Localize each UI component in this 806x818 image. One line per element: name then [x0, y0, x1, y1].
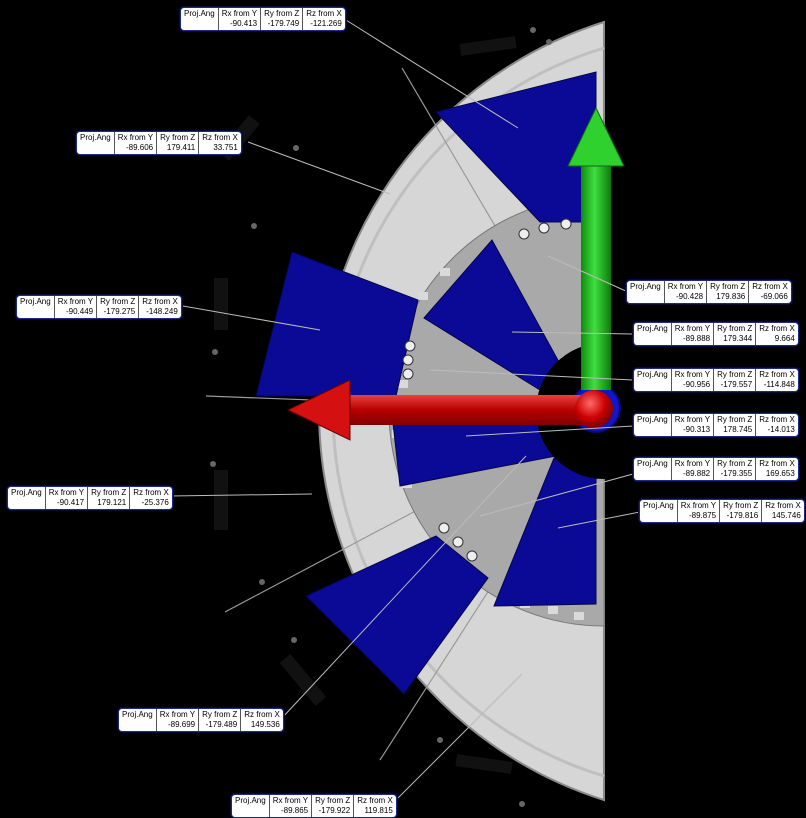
ry-value: 179.411	[166, 143, 196, 152]
angle-callout-4[interactable]: Proj.Ang Rx from Y -90.417 Ry from Z 179.1…	[7, 486, 173, 510]
rx-value: -89.699	[167, 720, 196, 729]
proj-ang-label: Proj.Ang	[637, 370, 668, 379]
rz-value: 149.536	[250, 720, 280, 729]
angle-callout-10[interactable]: Proj.Ang Rx from Y -90.313 Ry from Z 178.7…	[633, 413, 799, 437]
rx-value: -90.956	[682, 380, 711, 389]
rx-value: -89.882	[682, 469, 711, 478]
angle-callout-9[interactable]: Proj.Ang Rx from Y -90.956 Ry from Z -179.…	[633, 368, 799, 392]
angle-callout-1[interactable]: Proj.Ang Rx from Y -90.413 Ry from Z -179.…	[180, 7, 346, 31]
ry-value: 178.745	[723, 425, 753, 434]
proj-ang-label: Proj.Ang	[122, 710, 153, 719]
angle-callout-2[interactable]: Proj.Ang Rx from Y -89.606 Ry from Z 179.4…	[76, 131, 242, 155]
ry-value: 179.836	[716, 292, 746, 301]
blue-segments	[255, 71, 597, 695]
rz-value: -121.269	[310, 19, 342, 28]
rx-value: -90.313	[682, 425, 711, 434]
ry-value: -179.922	[318, 806, 351, 815]
rz-value: 9.664	[774, 334, 795, 343]
ry-value: -179.557	[720, 380, 753, 389]
rx-value: -90.449	[65, 307, 94, 316]
proj-ang-label: Proj.Ang	[20, 297, 51, 306]
rz-value: -148.249	[146, 307, 178, 316]
proj-ang-label: Proj.Ang	[637, 324, 668, 333]
angle-callout-12[interactable]: Proj.Ang Rx from Y -89.875 Ry from Z -179.…	[639, 499, 805, 523]
ry-value: 179.121	[97, 498, 127, 507]
rx-value: -90.413	[229, 19, 258, 28]
proj-ang-label: Proj.Ang	[637, 415, 668, 424]
rx-value: -89.606	[125, 143, 154, 152]
x-axis-arrow[interactable]	[286, 379, 613, 441]
angle-callout-11[interactable]: Proj.Ang Rx from Y -89.882 Ry from Z -179.…	[633, 457, 799, 481]
rz-value: 33.751	[213, 143, 238, 152]
rx-value: -89.888	[682, 334, 711, 343]
proj-ang-label: Proj.Ang	[11, 488, 42, 497]
rz-value: -114.848	[763, 380, 795, 389]
proj-ang-label: Proj.Ang	[184, 9, 215, 18]
leader-lines	[169, 19, 641, 805]
proj-ang-label: Proj.Ang	[80, 133, 111, 142]
ry-value: -179.489	[205, 720, 238, 729]
rz-value: -25.376	[141, 498, 169, 507]
y-axis-arrow[interactable]	[567, 106, 625, 390]
angle-callout-7[interactable]: Proj.Ang Rx from Y -90.428 Ry from Z 179.8…	[626, 280, 792, 304]
proj-ang-label: Proj.Ang	[235, 796, 266, 805]
segment-lower-left	[305, 535, 489, 695]
rz-value: 169.653	[765, 469, 795, 478]
rz-value: 145.746	[771, 511, 801, 520]
angle-callout-3[interactable]: Proj.Ang Rx from Y -90.449 Ry from Z -179.…	[16, 295, 182, 319]
ry-value: -179.355	[720, 469, 753, 478]
rim-holes	[210, 27, 552, 807]
ring-bolts	[402, 218, 572, 562]
angle-callout-5[interactable]: Proj.Ang Rx from Y -89.699 Ry from Z -179.…	[118, 708, 284, 732]
rx-value: -90.417	[56, 498, 85, 507]
rz-value: -69.066	[760, 292, 788, 301]
origin-ball	[575, 390, 613, 428]
rx-value: -89.875	[688, 511, 717, 520]
proj-ang-label: Proj.Ang	[643, 501, 674, 510]
rx-value: -90.428	[675, 292, 704, 301]
ry-value: 179.344	[723, 334, 753, 343]
ry-value: -179.816	[726, 511, 759, 520]
angle-callout-6[interactable]: Proj.Ang Rx from Y -89.865 Ry from Z -179.…	[231, 794, 397, 818]
rz-value: -14.013	[767, 425, 795, 434]
rz-value: 119.815	[364, 806, 393, 815]
proj-ang-label: Proj.Ang	[637, 459, 668, 468]
ry-value: -179.749	[267, 19, 300, 28]
proj-ang-label: Proj.Ang	[630, 282, 661, 291]
ry-value: -179.275	[103, 307, 136, 316]
angle-callout-8[interactable]: Proj.Ang Rx from Y -89.888 Ry from Z 179.3…	[633, 322, 799, 346]
rx-value: -89.865	[280, 806, 309, 815]
